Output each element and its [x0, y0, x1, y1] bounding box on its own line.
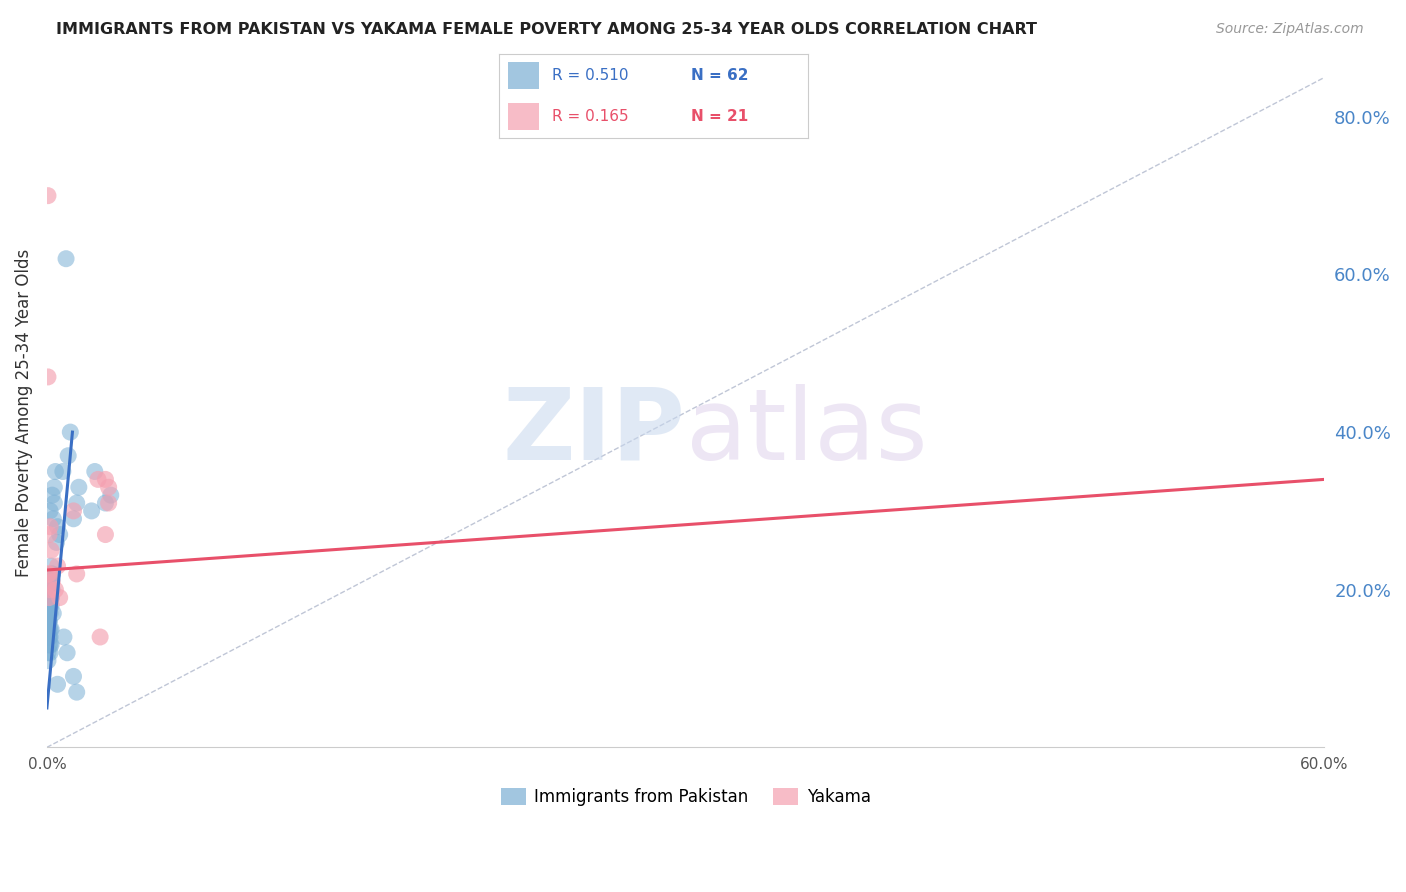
- Point: [45, 535, 67, 549]
- Point: [37, 654, 59, 668]
- Point: [39, 599, 62, 613]
- Text: ZIP: ZIP: [503, 384, 686, 481]
- Point: [48, 527, 70, 541]
- Point: [52, 630, 75, 644]
- Point: [48, 591, 70, 605]
- Point: [39, 582, 62, 597]
- Point: [39, 607, 62, 621]
- Point: [39, 591, 62, 605]
- Point: [37, 591, 59, 605]
- Point: [41, 566, 63, 581]
- Y-axis label: Female Poverty Among 25-34 Year Olds: Female Poverty Among 25-34 Year Olds: [15, 248, 32, 576]
- Point: [94, 472, 117, 486]
- Point: [62, 669, 84, 683]
- Point: [41, 582, 63, 597]
- Point: [59, 425, 82, 439]
- Point: [80, 504, 103, 518]
- Point: [42, 607, 65, 621]
- Point: [100, 488, 122, 502]
- Point: [37, 614, 59, 628]
- Point: [39, 599, 62, 613]
- Point: [39, 559, 62, 574]
- Legend: Immigrants from Pakistan, Yakama: Immigrants from Pakistan, Yakama: [494, 781, 877, 813]
- Point: [37, 370, 59, 384]
- Point: [39, 638, 62, 652]
- Point: [37, 646, 59, 660]
- Point: [62, 504, 84, 518]
- Point: [39, 638, 62, 652]
- Point: [38, 638, 60, 652]
- Point: [46, 677, 69, 691]
- Point: [39, 574, 62, 589]
- Point: [66, 685, 89, 699]
- Point: [66, 496, 89, 510]
- Point: [89, 630, 111, 644]
- Point: [37, 188, 59, 202]
- Text: atlas: atlas: [686, 384, 928, 481]
- Bar: [509, 62, 540, 89]
- Point: [37, 622, 59, 636]
- Point: [39, 591, 62, 605]
- Point: [37, 622, 59, 636]
- Point: [41, 488, 63, 502]
- Point: [39, 519, 62, 533]
- Point: [94, 527, 117, 541]
- Point: [46, 559, 69, 574]
- Point: [39, 504, 62, 518]
- Point: [38, 527, 60, 541]
- Point: [39, 582, 62, 597]
- Point: [46, 519, 69, 533]
- Point: [38, 582, 60, 597]
- Text: R = 0.510: R = 0.510: [551, 68, 628, 83]
- Point: [37, 566, 59, 581]
- Point: [39, 622, 62, 636]
- Point: [38, 630, 60, 644]
- Text: N = 21: N = 21: [690, 109, 748, 124]
- Point: [67, 480, 90, 494]
- Point: [38, 614, 60, 628]
- Point: [38, 599, 60, 613]
- Point: [83, 465, 105, 479]
- Point: [39, 622, 62, 636]
- Point: [44, 582, 66, 597]
- Point: [39, 543, 62, 558]
- Point: [38, 622, 60, 636]
- Point: [44, 480, 66, 494]
- Point: [44, 496, 66, 510]
- Point: [41, 574, 63, 589]
- Point: [39, 630, 62, 644]
- Point: [38, 630, 60, 644]
- Bar: [509, 103, 540, 130]
- Point: [97, 496, 120, 510]
- Point: [38, 591, 60, 605]
- Text: IMMIGRANTS FROM PAKISTAN VS YAKAMA FEMALE POVERTY AMONG 25-34 YEAR OLDS CORRELAT: IMMIGRANTS FROM PAKISTAN VS YAKAMA FEMAL…: [56, 22, 1038, 37]
- Text: N = 62: N = 62: [690, 68, 748, 83]
- Text: R = 0.165: R = 0.165: [551, 109, 628, 124]
- Point: [42, 512, 65, 526]
- Point: [38, 566, 60, 581]
- Point: [56, 449, 79, 463]
- Point: [39, 582, 62, 597]
- Point: [87, 472, 110, 486]
- Point: [37, 607, 59, 621]
- Point: [39, 574, 62, 589]
- Point: [62, 512, 84, 526]
- Point: [56, 646, 79, 660]
- Point: [38, 607, 60, 621]
- Point: [39, 646, 62, 660]
- Point: [41, 566, 63, 581]
- Point: [66, 566, 89, 581]
- Point: [38, 614, 60, 628]
- Point: [52, 465, 75, 479]
- Point: [44, 465, 66, 479]
- Point: [38, 614, 60, 628]
- Point: [94, 496, 117, 510]
- Point: [55, 252, 77, 266]
- Point: [97, 480, 120, 494]
- Text: Source: ZipAtlas.com: Source: ZipAtlas.com: [1216, 22, 1364, 37]
